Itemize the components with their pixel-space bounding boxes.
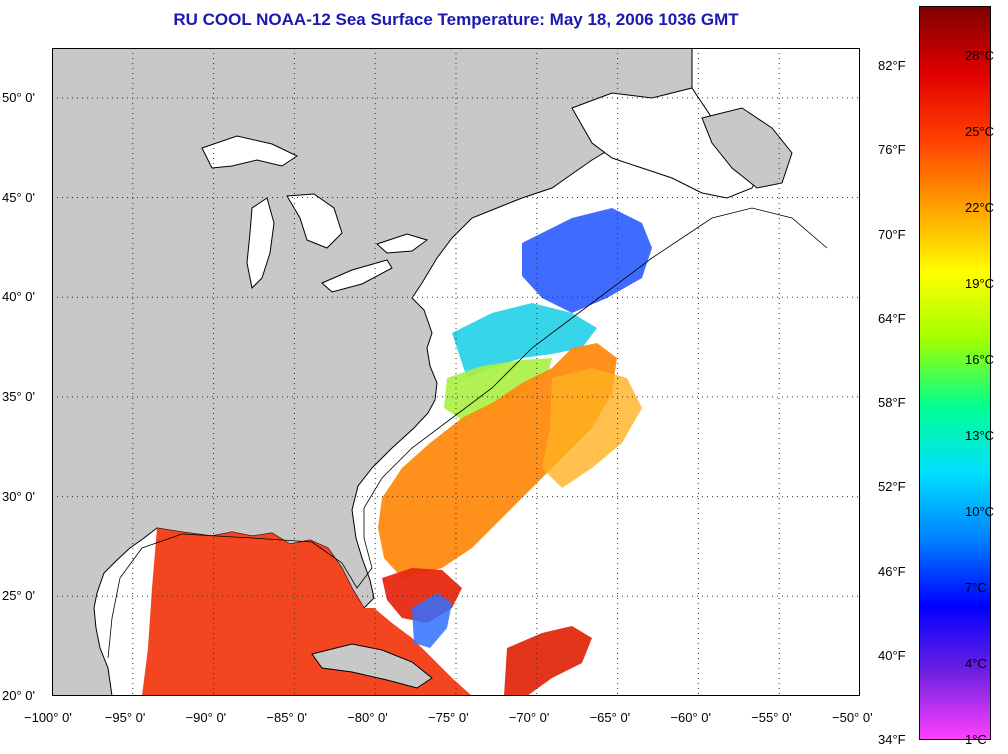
map-frame (52, 48, 860, 696)
colorbar-fahrenheit-label: 58°F (878, 395, 906, 410)
latitude-tick-label: 50° 0' (2, 89, 35, 105)
longitude-tick-label: −80° 0' (347, 710, 388, 725)
latitude-tick-label: 35° 0' (2, 388, 35, 404)
colorbar-fahrenheit-label: 82°F (878, 58, 906, 73)
latitude-tick-label: 20° 0' (2, 688, 35, 703)
longitude-tick-label: −55° 0' (751, 710, 792, 725)
newfoundland (701, 107, 793, 189)
longitude-tick-label: −60° 0' (670, 710, 711, 725)
longitude-tick-label: −75° 0' (428, 710, 469, 725)
latitude-tick-label: 40° 0' (2, 289, 35, 305)
sst-shelf-green (444, 358, 552, 420)
colorbar-celsius-label: 13°C (965, 428, 995, 443)
longitude-tick-label: −70° 0' (508, 710, 550, 725)
longitude-tick-label: −50° 0' (832, 710, 873, 725)
longitude-tick-label: −95° 0' (104, 710, 146, 725)
latitude-tick-label: 45° 0' (2, 189, 35, 205)
map-title: RU COOL NOAA-12 Sea Surface Temperature:… (173, 10, 739, 29)
colorbar-celsius-label: 19°C (965, 276, 995, 291)
lake-huron (286, 193, 343, 249)
cuba-land (311, 643, 433, 689)
longitude-tick-label: −65° 0' (589, 710, 631, 725)
latitude-tick-label: 30° 0' (2, 488, 35, 504)
colorbar-celsius-label: 10°C (965, 504, 995, 519)
longitude-tick-label: −100° 0' (24, 710, 72, 725)
colorbar-celsius-label: 25°C (965, 124, 995, 139)
sst-sargasso-east (542, 368, 642, 488)
longitude-tick-label: −90° 0' (185, 710, 227, 725)
sst-gulf-maine-cold (522, 208, 652, 313)
colorbar-celsius-label: 4°C (965, 656, 987, 671)
colorbar-fahrenheit-label: 52°F (878, 479, 906, 495)
colorbar-fahrenheit-label: 34°F (878, 732, 906, 747)
sst-bahamas-blue (412, 593, 452, 648)
colorbar-celsius-label: 16°C (965, 352, 995, 367)
latitude-tick-label: 25° 0' (2, 588, 35, 604)
colorbar (919, 6, 991, 740)
colorbar-celsius-label: 7°C (965, 580, 987, 595)
gulf-st-lawrence (571, 87, 763, 199)
sst-caribbean-patch (504, 626, 592, 696)
colorbar-celsius-label: 22°C (965, 200, 995, 215)
colorbar-celsius-label: 1°C (965, 732, 987, 747)
north-america-land (52, 48, 693, 696)
lake-ontario (376, 233, 429, 254)
lake-erie (321, 259, 393, 293)
lake-michigan (246, 197, 275, 290)
longitude-tick-label: −85° 0' (266, 710, 307, 725)
colorbar-fahrenheit-label: 40°F (878, 647, 906, 663)
sst-map (52, 48, 860, 696)
colorbar-celsius-label: 28°C (965, 48, 995, 63)
colorbar-fahrenheit-label: 76°F (878, 142, 906, 158)
contour-600ft (107, 207, 828, 659)
graticule (52, 48, 860, 696)
lake-superior (201, 135, 299, 169)
sst-shelf-cyan (452, 303, 597, 378)
colorbar-fahrenheit-label: 70°F (878, 226, 906, 242)
colorbar-fahrenheit-label: 64°F (878, 310, 906, 326)
colorbar-fahrenheit-label: 46°F (878, 563, 906, 579)
